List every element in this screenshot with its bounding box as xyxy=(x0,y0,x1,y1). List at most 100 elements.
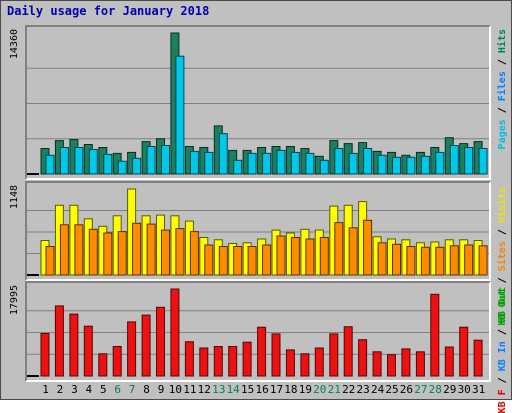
bar-sites-day-2 xyxy=(59,224,69,276)
x-tick-label-day-28: 28 xyxy=(428,383,442,396)
legend-label: / xyxy=(497,223,508,242)
x-tick-label-day-4: 4 xyxy=(85,383,93,396)
bar-files-day-3 xyxy=(74,147,84,175)
bar-files-day-11 xyxy=(189,150,199,175)
x-tick-label-day-11: 11 xyxy=(183,383,197,396)
bar-files-day-18 xyxy=(290,151,300,175)
x-tick-label-day-2: 2 xyxy=(56,383,64,396)
bar-kb-f-day-1 xyxy=(40,333,50,377)
hits-panel-legend: Pages / Files / Hits xyxy=(497,29,508,149)
legend-label: Files xyxy=(497,71,508,102)
bar-sites-day-17 xyxy=(276,235,286,276)
bar-files-day-23 xyxy=(363,148,373,175)
x-tick-label-day-12: 12 xyxy=(197,383,211,396)
bar-sites-day-28 xyxy=(435,246,445,276)
bar-sites-day-25 xyxy=(392,243,401,276)
bar-kb-f-day-5 xyxy=(98,353,108,377)
hits-files-pages-panel xyxy=(25,25,491,180)
bar-sites-day-15 xyxy=(247,246,257,276)
legend-label: / xyxy=(497,323,508,342)
bar-sites-day-8 xyxy=(146,223,156,276)
bar-sites-day-26 xyxy=(406,246,416,276)
bar-files-day-9 xyxy=(161,145,170,175)
legend-label: KB Out xyxy=(497,287,508,324)
bar-files-day-22 xyxy=(348,152,358,175)
bar-files-day-17 xyxy=(276,149,286,175)
bar-sites-day-13 xyxy=(218,246,228,276)
x-tick-label-day-8: 8 xyxy=(143,383,150,396)
legend-label: KB F xyxy=(497,389,508,413)
bar-sites-day-16 xyxy=(262,244,272,276)
bar-sites-day-9 xyxy=(161,229,170,276)
kbf-ymax-label: 17995 xyxy=(9,285,20,316)
bar-files-day-4 xyxy=(88,149,98,175)
bar-files-day-24 xyxy=(377,154,387,175)
bar-sites-day-1 xyxy=(45,246,55,276)
bar-kb-f-day-11 xyxy=(184,341,194,377)
bar-sites-day-31 xyxy=(478,245,488,276)
x-tick-label-day-16: 16 xyxy=(255,383,269,396)
x-tick-label-day-23: 23 xyxy=(356,383,370,396)
bar-files-day-6 xyxy=(117,160,127,175)
x-tick-label-day-7: 7 xyxy=(128,383,136,396)
x-tick-label-day-25: 25 xyxy=(385,383,399,396)
x-tick-label-day-10: 10 xyxy=(168,383,183,396)
bar-sites-day-29 xyxy=(449,245,459,276)
bar-files-day-10 xyxy=(175,55,185,175)
legend-label: KB In xyxy=(497,341,508,372)
bar-kb-f-day-22 xyxy=(343,326,353,377)
bar-sites-day-22 xyxy=(348,227,358,276)
bar-sites-day-23 xyxy=(363,219,373,276)
bar-files-day-7 xyxy=(132,157,142,175)
legend-label: Sites xyxy=(497,241,508,272)
x-tick-label-day-27: 27 xyxy=(414,383,428,396)
bar-files-day-26 xyxy=(406,156,416,175)
bar-files-day-20 xyxy=(319,159,329,175)
bar-sites-day-19 xyxy=(305,238,315,276)
hits-ymax-label: 14360 xyxy=(9,29,20,60)
bar-sites-day-6 xyxy=(117,231,127,276)
legend-label: Visits xyxy=(497,187,508,224)
bar-kb-f-day-13 xyxy=(213,346,223,377)
bar-kb-f-day-10 xyxy=(170,288,180,377)
bar-kb-f-day-23 xyxy=(358,339,368,377)
x-tick-label-day-31: 31 xyxy=(471,383,486,396)
bar-sites-day-14 xyxy=(233,246,243,276)
bar-sites-day-7 xyxy=(132,222,142,276)
x-tick-label-day-17: 17 xyxy=(269,383,284,396)
legend-label: Pages xyxy=(497,119,508,150)
bar-kb-f-day-7 xyxy=(127,321,137,377)
x-tick-label-day-5: 5 xyxy=(99,383,107,396)
bar-kb-f-day-25 xyxy=(387,354,396,377)
bar-kb-f-day-27 xyxy=(415,351,425,377)
bar-kb-f-day-21 xyxy=(329,333,339,377)
x-tick-label-day-13: 13 xyxy=(212,383,226,396)
x-tick-label-day-15: 15 xyxy=(240,383,255,396)
bar-files-day-30 xyxy=(464,147,474,175)
x-axis-day-labels: 1 2 3 4 5 6 7 8 9 10 11 12 13 14 15 16 17 18 19 20 21 22 23 24 2… xyxy=(25,383,491,397)
bar-sites-day-11 xyxy=(189,231,199,276)
x-tick-label-day-6: 6 xyxy=(114,383,121,396)
bar-kb-f-day-14 xyxy=(228,346,238,377)
bar-files-day-27 xyxy=(420,155,430,175)
x-tick-label-day-22: 22 xyxy=(342,383,356,396)
x-tick-label-day-20: 20 xyxy=(313,383,327,396)
bar-sites-day-4 xyxy=(88,228,98,276)
x-tick-label-day-14: 14 xyxy=(226,383,240,396)
x-tick-label-day-1: 1 xyxy=(42,383,49,396)
bar-kb-f-day-31 xyxy=(473,339,483,377)
x-tick-label-day-29: 29 xyxy=(443,383,457,396)
bar-sites-day-18 xyxy=(290,237,300,276)
bar-kb-f-day-3 xyxy=(69,313,79,377)
legend-label: / xyxy=(497,53,508,72)
x-tick-label-day-18: 18 xyxy=(284,383,298,396)
bar-files-day-2 xyxy=(59,147,69,175)
bar-sites-day-21 xyxy=(334,222,344,276)
visits-ymax-label: 1148 xyxy=(9,185,20,210)
chart-title: Daily usage for January 2018 xyxy=(7,4,210,18)
bar-kb-f-day-9 xyxy=(156,306,165,377)
x-tick-label-day-26: 26 xyxy=(399,383,414,396)
kbf-plot xyxy=(27,288,489,377)
bar-kb-f-day-18 xyxy=(285,349,295,377)
